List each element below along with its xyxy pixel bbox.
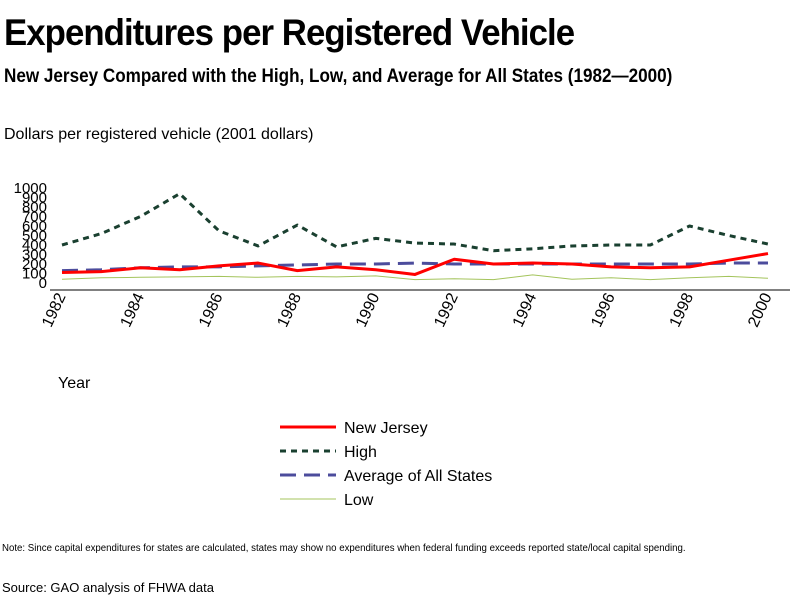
legend-swatch-new-jersey [280,425,336,429]
legend-swatch-low [280,498,336,500]
y-tick-label: 1000 [14,180,47,197]
y-tick-label: 400 [22,237,47,254]
x-tick-label: 1986 [196,290,226,330]
y-tick-label: 600 [22,218,47,235]
legend-swatch-high [280,449,336,453]
x-tick-label: 1984 [118,290,148,330]
y-tick-label: 300 [22,247,47,264]
footnote: Note: Since capital expenditures for sta… [2,542,686,554]
x-tick-label: 2000 [745,290,775,330]
series-line-high [61,192,769,253]
x-tick-label: 1996 [588,290,618,330]
x-tick-label: 1988 [275,290,305,330]
x-tick-label: 1990 [353,290,383,330]
legend-label-new-jersey: New Jersey [344,420,428,437]
series-line-average-of-all-states [61,261,768,273]
x-tick-label: 1998 [667,290,697,330]
series-line-low [61,274,769,281]
y-tick-label: 100 [22,266,47,283]
source-note: Source: GAO analysis of FHWA data [2,580,214,595]
chart-subtitle: New Jersey Compared with the High, Low, … [4,66,673,87]
x-tick-label: 1982 [39,290,69,330]
y-axis-label: Dollars per registered vehicle (2001 dol… [4,126,314,143]
legend-label-low: Low [344,492,374,509]
legend-label-average: Average of All States [344,468,493,485]
x-tick-label: 1994 [510,290,540,330]
y-tick-label: 900 [22,190,47,207]
y-tick-label: 800 [22,199,47,216]
series-line-new-jersey [61,252,769,276]
legend-swatch-average [280,473,336,477]
y-tick-label: 0 [39,275,47,292]
x-axis-label: Year [58,375,91,392]
legend-label-high: High [344,444,377,461]
x-tick-label: 1992 [431,290,461,330]
y-tick-label: 200 [22,256,47,273]
chart-title: Expenditures per Registered Vehicle [4,12,575,53]
y-tick-label: 500 [22,228,47,245]
y-tick-label: 700 [22,209,47,226]
